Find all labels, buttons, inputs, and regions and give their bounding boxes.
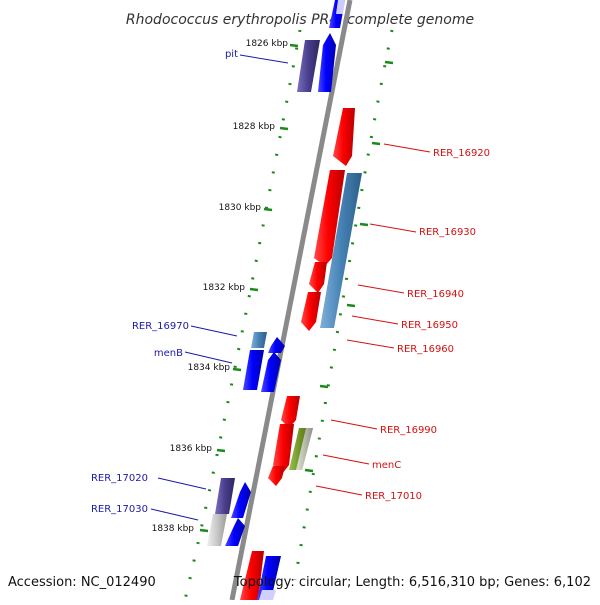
callout-pit (239, 54, 289, 64)
gene-label-rer-17010[interactable]: RER_17010 (365, 491, 422, 502)
tick-label: 1832 kbp (203, 283, 246, 293)
gene-label-rer-16920[interactable]: RER_16920 (433, 148, 490, 159)
callout-lines (150, 54, 431, 521)
callout-rer-16950 (351, 315, 399, 325)
gene-next-reverse[interactable] (240, 551, 264, 600)
gene-rer-16940[interactable] (314, 170, 345, 266)
tick-label: 1836 kbp (170, 444, 213, 454)
gene-bottom-partial-overlay (259, 590, 276, 600)
callout-menc (322, 454, 370, 465)
gene-label-rer-16950[interactable]: RER_16950 (401, 320, 458, 331)
gene-rer-17030[interactable] (207, 514, 227, 546)
callout-rer-16970 (190, 325, 238, 337)
map-title: Rhodococcus erythropolis PR4, complete g… (126, 12, 474, 28)
gene-label-rer-16930[interactable]: RER_16930 (419, 227, 476, 238)
gene-rer-17020[interactable] (215, 478, 235, 514)
gene-label-rer-16940[interactable]: RER_16940 (407, 289, 464, 300)
tick-mark (199, 528, 209, 533)
gene-label-rer-16990[interactable]: RER_16990 (380, 425, 437, 436)
callout-rer-16990 (330, 419, 378, 430)
gene-label-rer-17020[interactable]: RER_17020 (91, 473, 148, 484)
tick-mark (249, 287, 259, 292)
tick-mark (371, 141, 381, 146)
callout-rer-16940 (357, 284, 405, 294)
gene-label-rer-16970[interactable]: RER_16970 (132, 321, 189, 332)
genome-backbone (229, 0, 353, 601)
gene-label-rer-17030[interactable]: RER_17030 (91, 504, 148, 515)
gene-rer-17010-part[interactable] (268, 466, 285, 486)
tick-mark (359, 222, 369, 227)
callout-rer-16960 (346, 339, 395, 349)
outer-reverse-strand-features (289, 173, 362, 470)
tick-mark (304, 468, 314, 473)
callout-rer-16920 (383, 143, 431, 153)
tick-mark (216, 448, 226, 453)
gene-rer-16950[interactable] (309, 262, 327, 293)
gene-rer-16990[interactable] (281, 396, 300, 428)
gene-menb[interactable] (243, 350, 264, 390)
gene-label-rer-16960[interactable]: RER_16960 (397, 344, 454, 355)
tick-label: 1830 kbp (219, 203, 262, 213)
gene-rer-16920[interactable] (333, 108, 355, 166)
gene-top-partial-overlay (336, 0, 345, 14)
gene-rer-16960[interactable] (301, 292, 321, 331)
ruler-left-dots (183, 29, 302, 601)
callout-menb (184, 351, 233, 364)
tick-mark (232, 367, 242, 372)
tick-label: 1834 kbp (188, 363, 231, 373)
gene-labels: pit RER_16920 RER_16930 RER_16940 RER_16… (91, 49, 490, 515)
gene-label-menc[interactable]: menC (372, 460, 401, 471)
gene-pit-neighbor[interactable] (318, 33, 336, 92)
callout-rer-17030 (150, 508, 199, 521)
ruler-right-dots (293, 29, 394, 581)
gene-rer-17010[interactable] (273, 424, 294, 474)
reverse-strand-features (240, 108, 355, 600)
tick-mark (346, 303, 356, 308)
gene-label-pit[interactable]: pit (225, 49, 238, 60)
gene-menc-overlay (296, 428, 313, 470)
ruler-right (293, 29, 394, 581)
callout-rer-17010 (315, 485, 363, 496)
callout-rer-17020 (157, 477, 207, 490)
callout-rer-16930 (369, 223, 417, 233)
tick-mark (319, 384, 329, 389)
tick-mark (289, 43, 299, 48)
kbp-ticks: 1826 kbp 1828 kbp 1830 kbp 1832 kbp 1834… (152, 39, 299, 534)
accession-text: Accession: NC_012490 (8, 575, 156, 590)
gene-bottom-partial[interactable] (257, 556, 281, 600)
gene-rer-16970[interactable] (251, 332, 267, 348)
gene-rer-17030-neighbor[interactable] (225, 518, 245, 546)
gene-rer-16970-neighbor[interactable] (268, 337, 285, 353)
gene-label-menb[interactable]: menB (154, 348, 183, 359)
tick-label: 1828 kbp (233, 122, 276, 132)
ruler-left (183, 29, 302, 601)
gene-pit[interactable] (297, 40, 320, 92)
tick-mark (384, 60, 394, 65)
tick-mark (279, 126, 289, 131)
gene-rer-16930[interactable] (320, 173, 362, 328)
gene-menb-neighbor[interactable] (261, 352, 281, 392)
right-ruler-ticks (304, 60, 394, 473)
tick-mark (263, 207, 273, 212)
genome-summary-text: Topology: circular; Length: 6,516,310 bp… (233, 575, 591, 590)
forward-strand-features (207, 0, 345, 600)
tick-label: 1838 kbp (152, 524, 195, 534)
tick-label: 1826 kbp (246, 39, 289, 49)
gene-rer-17020-neighbor[interactable] (231, 482, 251, 518)
